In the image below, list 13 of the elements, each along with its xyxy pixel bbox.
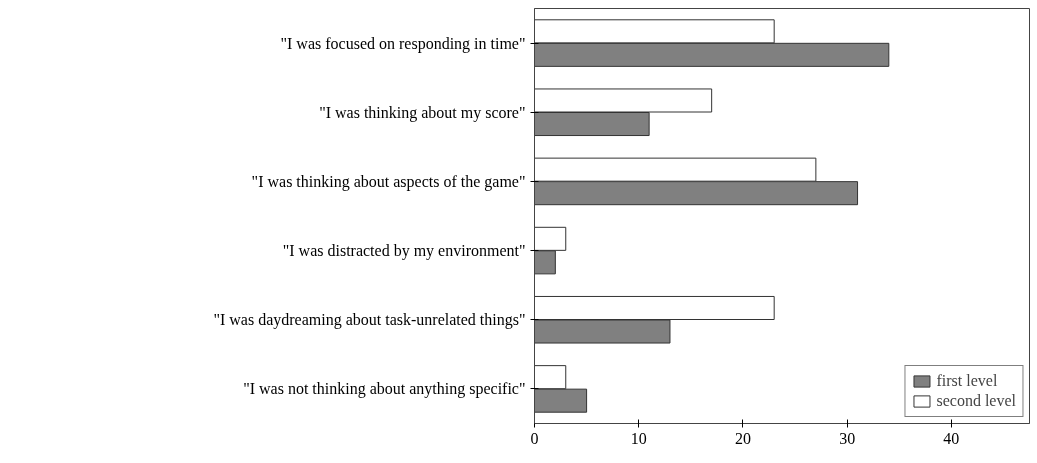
- x-tick-label: 40: [943, 429, 960, 447]
- y-tick-label: "I was focused on responding in time": [280, 34, 526, 53]
- x-tick-label: 10: [630, 429, 647, 447]
- legend-label: first level: [936, 372, 998, 390]
- x-tick-label: 0: [530, 429, 539, 447]
- x-tick-label: 20: [734, 429, 751, 447]
- y-tick-label: "I was distracted by my environment": [282, 242, 526, 261]
- y-tick-label: "I was thinking about my score": [319, 103, 526, 122]
- y-tick-label: "I was not thinking about anything specific": [243, 380, 526, 399]
- legend-label: second level: [936, 392, 1016, 410]
- y-tick-label: "I was thinking about aspects of the game": [251, 172, 526, 191]
- y-tick-label: "I was daydreaming about task-unrelated things": [213, 311, 526, 330]
- x-tick-label: 30: [839, 429, 856, 447]
